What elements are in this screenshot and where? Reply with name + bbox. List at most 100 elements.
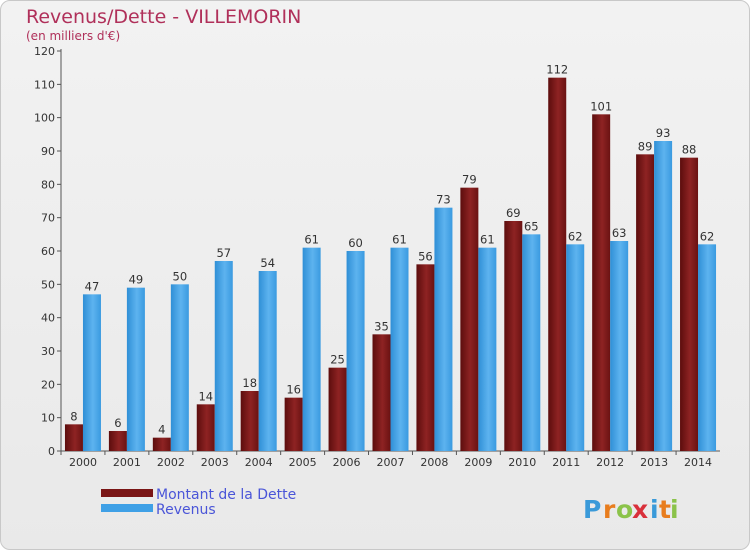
debt-value-label: 8 [70, 409, 77, 423]
revenue-value-label: 57 [216, 246, 231, 260]
debt-value-label: 69 [506, 206, 521, 220]
x-tick-label: 2003 [201, 456, 229, 469]
y-tick-label: 10 [41, 412, 55, 425]
debt-bar-2002 [152, 437, 171, 451]
revenue-value-label: 49 [129, 273, 144, 287]
revenue-bar-2009 [478, 247, 497, 451]
debt-value-label: 35 [374, 319, 389, 333]
revenue-value-label: 65 [524, 219, 539, 233]
y-tick-label: 60 [41, 245, 55, 258]
axes: 0 10 20 30 40 50 60 70 80 90 100 110 120 2000 2001 2002… [34, 45, 720, 469]
y-tick-label: 110 [34, 78, 55, 91]
revenue-value-label: 60 [348, 236, 363, 250]
debt-value-label: 16 [286, 383, 301, 397]
x-tick-label: 2012 [596, 456, 624, 469]
revenue-value-label: 54 [260, 256, 275, 270]
revenue-value-label: 50 [173, 269, 188, 283]
revenue-value-label: 47 [85, 279, 100, 293]
legend-swatch-debt [101, 489, 153, 497]
debt-bar-2012 [592, 114, 611, 451]
debt-value-label: 25 [330, 353, 345, 367]
debt-bar-2014 [680, 157, 699, 451]
revenue-bar-2014 [698, 244, 717, 451]
debt-bar-2011 [548, 77, 567, 452]
revenue-bar-2008 [434, 207, 453, 451]
debt-value-label: 18 [242, 376, 257, 390]
revenue-value-label: 61 [480, 233, 495, 247]
revenue-bar-2012 [610, 241, 629, 451]
debt-bar-2010 [504, 221, 523, 451]
revenue-bar-2001 [126, 287, 145, 451]
debt-bar-2001 [108, 431, 127, 451]
revenue-bar-2011 [566, 244, 585, 451]
chart-subtitle: (en milliers d'€) [26, 29, 120, 43]
x-tick-label: 2014 [684, 456, 712, 469]
x-tick-label: 2010 [508, 456, 536, 469]
revenue-bar-2000 [82, 294, 101, 451]
revenue-value-label: 63 [612, 226, 627, 240]
x-tick-label: 2002 [157, 456, 185, 469]
x-tick-label: 2011 [552, 456, 580, 469]
debt-value-label: 56 [418, 249, 433, 263]
x-tick-label: 2001 [113, 456, 141, 469]
debt-value-label: 6 [114, 416, 121, 430]
debt-value-label: 112 [546, 63, 568, 77]
x-tick-label: 2007 [377, 456, 405, 469]
revenue-value-label: 62 [568, 229, 583, 243]
revenue-value-label: 61 [304, 233, 319, 247]
revenue-bar-2013 [654, 141, 673, 451]
y-tick-label: 20 [41, 378, 55, 391]
x-tick-label: 2000 [69, 456, 97, 469]
revenue-value-label: 61 [392, 233, 407, 247]
debt-bar-2000 [64, 424, 83, 451]
y-tick-label: 120 [34, 45, 55, 58]
revenue-bar-2004 [258, 271, 277, 451]
y-tick-label: 40 [41, 312, 55, 325]
bars: 8 6 4 14 18 16 25 35 56 79 69 112 101 89 88 47 49 50 57 54 6… [64, 63, 717, 452]
debt-bar-2003 [196, 404, 215, 451]
y-tick-label: 80 [41, 178, 55, 191]
legend-swatch-revenue [101, 504, 153, 512]
legend-label-debt: Montant de la Dette [156, 487, 296, 503]
revenue-bar-2006 [346, 251, 365, 451]
debt-value-label: 14 [198, 389, 213, 403]
logo-letter: o [616, 495, 633, 524]
logo-letter: r [603, 495, 616, 524]
logo-letter: P [583, 495, 601, 524]
revenue-value-label: 93 [656, 126, 671, 140]
x-tick-label: 2008 [420, 456, 448, 469]
y-tick-label: 100 [34, 112, 55, 125]
debt-bar-2006 [328, 367, 347, 451]
debt-bar-2013 [636, 154, 655, 452]
x-tick-label: 2009 [464, 456, 492, 469]
y-tick-label: 0 [48, 445, 55, 458]
revenue-bar-2007 [390, 247, 409, 451]
x-tick-label: 2004 [245, 456, 273, 469]
revenue-bar-2002 [170, 284, 189, 451]
x-tick-label: 2006 [333, 456, 361, 469]
debt-value-label: 79 [462, 173, 477, 187]
logo-letter: i [650, 495, 659, 524]
debt-bar-2007 [372, 334, 391, 451]
chart-title: Revenus/Dette - VILLEMORIN [26, 6, 301, 28]
logo-letter: i [670, 495, 679, 524]
x-tick-label: 2013 [640, 456, 668, 469]
debt-bar-2005 [284, 397, 303, 451]
x-tick-label: 2005 [289, 456, 317, 469]
debt-bar-2008 [416, 264, 435, 451]
y-tick-label: 70 [41, 212, 55, 225]
logo-letter: t [659, 495, 671, 524]
debt-value-label: 101 [590, 99, 612, 113]
y-tick-label: 90 [41, 145, 55, 158]
revenue-value-label: 73 [436, 193, 451, 207]
revenue-bar-2010 [522, 234, 541, 451]
revenue-bar-2005 [302, 247, 321, 451]
legend-label-revenue: Revenus [156, 502, 216, 518]
debt-value-label: 4 [158, 423, 165, 437]
y-tick-label: 30 [41, 345, 55, 358]
revenue-bar-2003 [214, 261, 233, 451]
